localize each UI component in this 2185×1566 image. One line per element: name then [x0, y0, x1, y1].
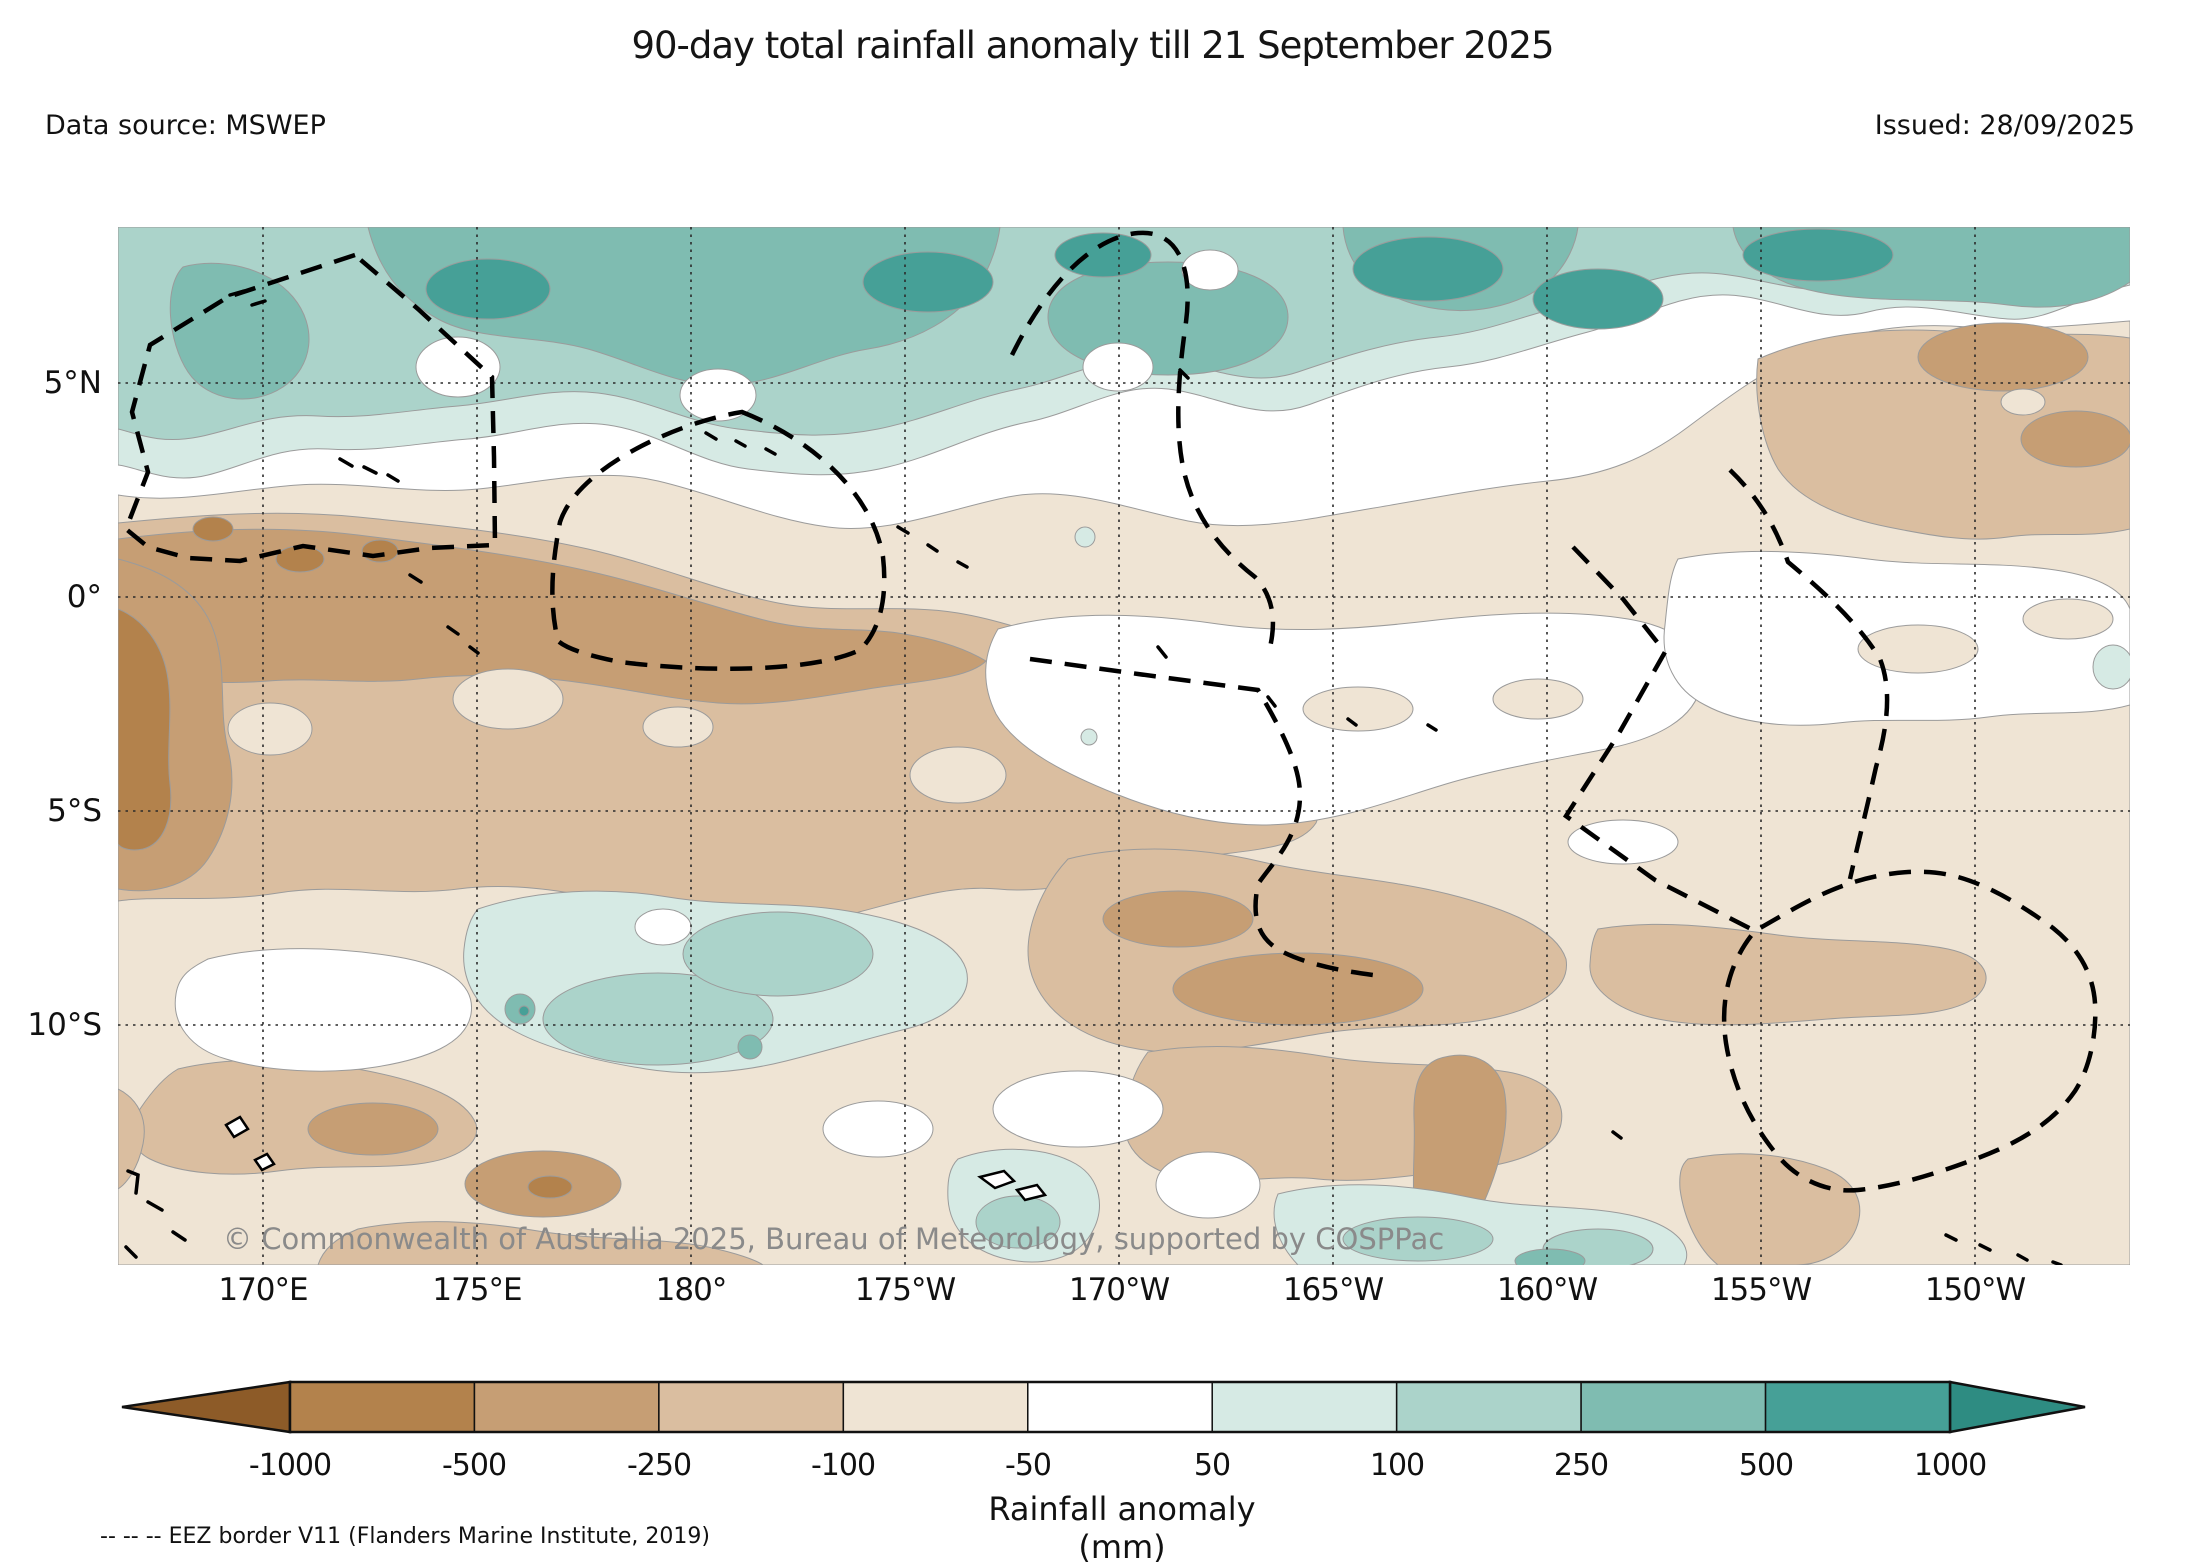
copyright-text: © Commonwealth of Australia 2025, Bureau… [223, 1222, 1445, 1256]
lon-tick-label: 170°E [218, 1272, 308, 1308]
colorbar-tick-label: -1000 [248, 1448, 332, 1483]
colorbar-tick-label: 500 [1738, 1448, 1794, 1483]
data-source-label: Data source: MSWEP [45, 110, 326, 141]
lon-tick-label: 175°E [432, 1272, 522, 1308]
lon-tick-label: 165°W [1282, 1272, 1384, 1308]
colorbar-segment [289, 1381, 476, 1433]
colorbar-right-arrow [1948, 1380, 2086, 1434]
colorbar-title: Rainfall anomaly (mm) [988, 1490, 1256, 1566]
colorbar-tick-label: 1000 [1913, 1448, 1987, 1483]
map-canvas [118, 227, 2130, 1265]
eez-footnote: -- -- -- EEZ border V11 (Flanders Marine… [100, 1524, 710, 1549]
southern-positive-patches [463, 526, 2130, 1265]
colorbar-frame [288, 1380, 1952, 1434]
lat-tick-label: 5°N [43, 365, 102, 401]
lon-tick-label: 175°W [854, 1272, 956, 1308]
lon-tick-label: 180° [655, 1272, 728, 1308]
neutral-anomaly-region [174, 550, 2130, 1219]
page-title: 90-day total rainfall anomaly till 21 Se… [631, 24, 1554, 67]
colorbar-tick-label: -50 [1005, 1448, 1052, 1483]
colorbar-tick-label: 100 [1369, 1448, 1425, 1483]
colorbar-tick-label: -500 [441, 1448, 507, 1483]
colorbar [0, 1360, 2185, 1460]
colorbar-segment [1395, 1381, 1582, 1433]
lon-tick-label: 160°W [1496, 1272, 1598, 1308]
lon-tick-label: 155°W [1710, 1272, 1812, 1308]
issued-date-label: Issued: 28/09/2025 [1874, 110, 2135, 141]
positive-anomaly-band [118, 227, 2130, 479]
rainfall-anomaly-map [118, 227, 2130, 1265]
colorbar-left-arrow [121, 1380, 292, 1434]
colorbar-tick-label: -100 [810, 1448, 876, 1483]
colorbar-svg [121, 1380, 2086, 1434]
graticule-gridlines [118, 227, 2130, 1265]
colorbar-tick-label: -250 [626, 1448, 692, 1483]
colorbar-segment [1027, 1381, 1213, 1433]
colorbar-segment [1764, 1381, 1951, 1433]
colorbar-segment [658, 1381, 845, 1433]
colorbar-segment [473, 1381, 660, 1433]
lat-tick-label: 0° [66, 579, 102, 615]
lon-tick-label: 150°W [1924, 1272, 2026, 1308]
lat-tick-label: 10°S [27, 1007, 102, 1043]
colorbar-tick-label: 250 [1553, 1448, 1609, 1483]
eez-borders [123, 230, 2098, 1193]
lon-tick-label: 170°W [1068, 1272, 1170, 1308]
colorbar-segment [1211, 1381, 1398, 1433]
colorbar-segment [1580, 1381, 1767, 1433]
colorbar-tick-label: 50 [1193, 1448, 1231, 1483]
lat-tick-label: 5°S [47, 793, 102, 829]
colorbar-segment [842, 1381, 1029, 1433]
